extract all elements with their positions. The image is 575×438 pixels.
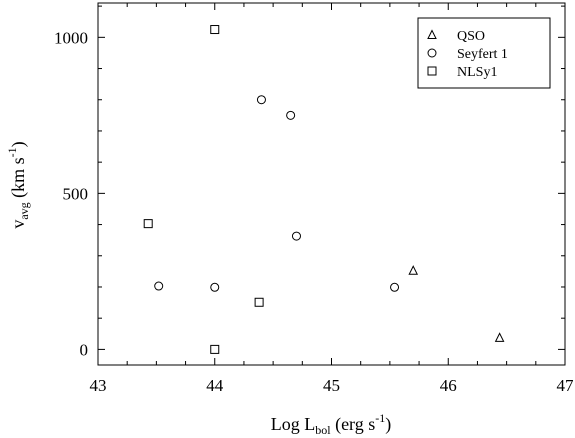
legend: QSO Seyfert 1 NLSy1 [417, 17, 551, 89]
x-tick-label: 44 [206, 376, 224, 395]
x-tick-label: 45 [323, 376, 340, 395]
data-point-triangle [494, 332, 505, 342]
data-points [143, 25, 505, 354]
data-point-circle [390, 282, 400, 292]
x-tick-label: 46 [440, 376, 457, 395]
data-point-circle [256, 95, 266, 105]
legend-marker-square [427, 66, 437, 76]
legend-marker-triangle [427, 29, 437, 39]
data-point-circle [210, 282, 220, 292]
x-tick-label: 43 [90, 376, 107, 395]
x-tick-label: 47 [557, 376, 575, 395]
data-point-triangle [408, 265, 419, 275]
legend-label: QSO [457, 29, 485, 44]
legend-box [417, 17, 551, 89]
data-point-square [143, 219, 153, 229]
data-point-circle [154, 281, 164, 291]
y-tick-label: 0 [80, 340, 89, 359]
legend-label: Seyfert 1 [457, 47, 508, 62]
y-tick-label: 500 [63, 184, 89, 203]
y-axis-ticks: 0 500 1000 [54, 5, 565, 359]
y-axis-label: vavg (km s-1) [5, 141, 31, 228]
y-tick-label: 1000 [54, 28, 88, 47]
x-axis-label: Log Lbol (erg s-1) [271, 411, 392, 437]
legend-label: NLSy1 [457, 65, 497, 80]
data-point-circle [291, 231, 301, 241]
data-point-circle [286, 110, 296, 120]
data-point-square [210, 344, 220, 354]
legend-marker-circle [427, 48, 437, 58]
data-point-square [254, 297, 264, 307]
data-point-square [210, 25, 220, 35]
x-axis-ticks: 43 44 45 46 47 [90, 3, 575, 395]
